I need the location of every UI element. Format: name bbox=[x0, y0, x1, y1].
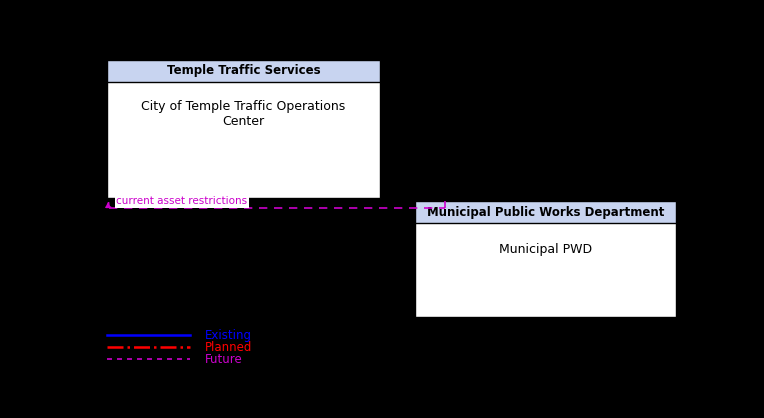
Bar bbox=[416, 201, 676, 223]
Text: Existing: Existing bbox=[205, 329, 252, 342]
Bar bbox=[107, 60, 380, 82]
Text: current asset restrictions: current asset restrictions bbox=[116, 196, 248, 206]
Text: Planned: Planned bbox=[205, 341, 252, 354]
Text: Temple Traffic Services: Temple Traffic Services bbox=[167, 64, 320, 77]
Bar bbox=[416, 201, 676, 317]
Bar bbox=[107, 60, 380, 198]
Text: City of Temple Traffic Operations
Center: City of Temple Traffic Operations Center bbox=[141, 100, 345, 128]
Text: Future: Future bbox=[205, 353, 243, 366]
Text: Municipal Public Works Department: Municipal Public Works Department bbox=[427, 206, 664, 219]
Text: Municipal PWD: Municipal PWD bbox=[499, 243, 592, 256]
